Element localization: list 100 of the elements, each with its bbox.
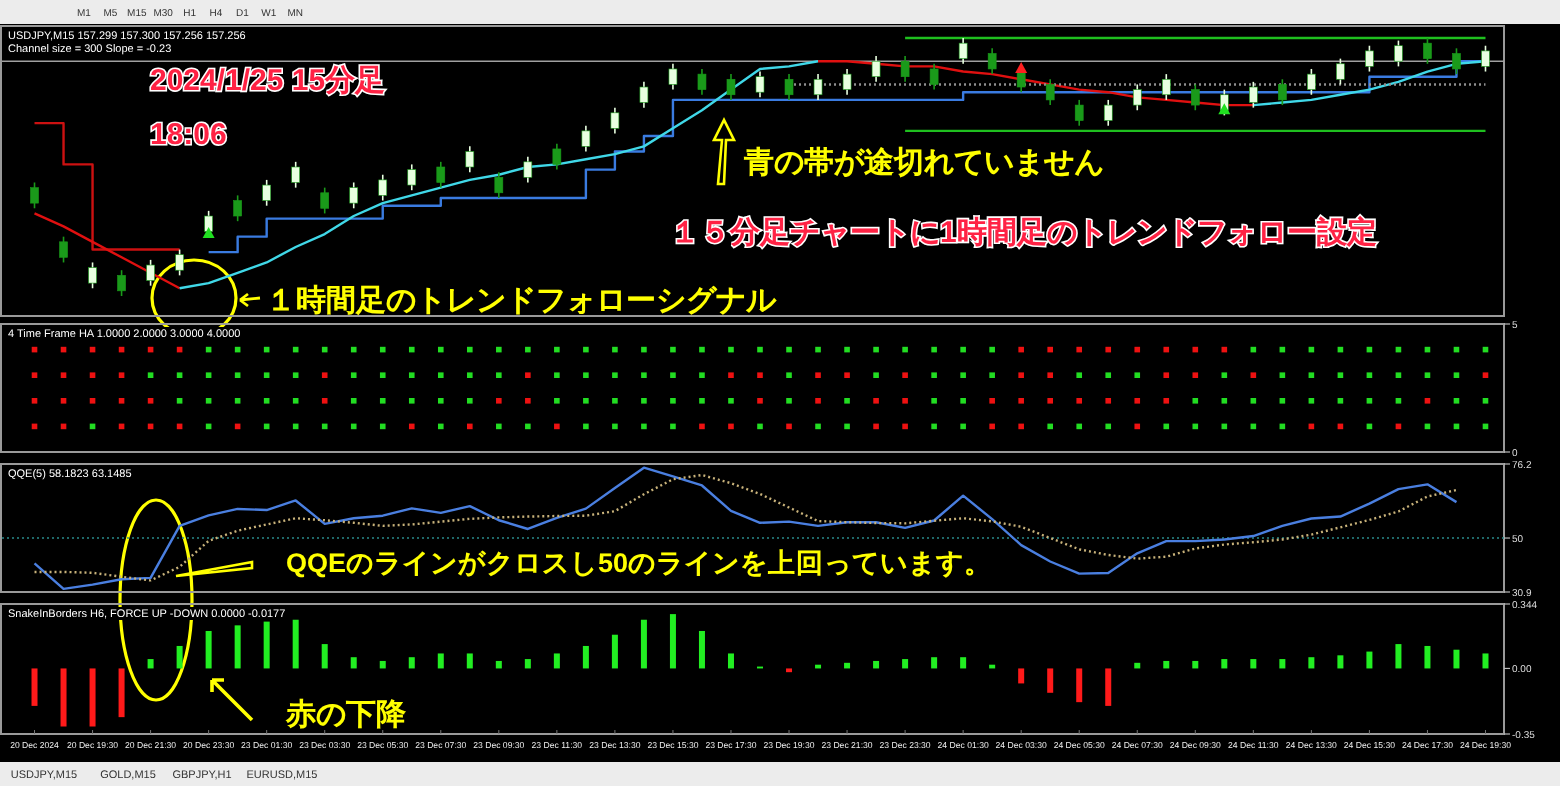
point: [321, 372, 328, 378]
point: [873, 372, 879, 378]
point: [379, 423, 386, 430]
point: [786, 398, 792, 404]
point: [1105, 346, 1112, 353]
candlestick: [523, 155, 533, 184]
point: [699, 423, 705, 430]
point: [989, 423, 995, 430]
candlestick: [1249, 81, 1258, 109]
point: [176, 372, 183, 378]
point: [31, 372, 38, 378]
candlestick: [1394, 39, 1403, 68]
point: [292, 398, 299, 404]
bar: [1076, 668, 1083, 703]
point: [1192, 372, 1199, 378]
annotation: 青の帯が途切れていません: [742, 146, 1104, 180]
point: [60, 398, 67, 404]
candlestick: [378, 173, 388, 202]
point: [1221, 398, 1228, 404]
candlestick: [233, 194, 242, 222]
candlestick: [1365, 44, 1374, 73]
point: [786, 423, 792, 430]
point: [612, 423, 618, 430]
candlestick: [1452, 47, 1461, 75]
point: [757, 398, 763, 404]
candlestick: [1481, 44, 1490, 73]
bar: [1424, 645, 1431, 669]
point: [234, 398, 241, 404]
annotation: １時間足のトレンドフォローシグナル: [266, 284, 778, 318]
bar: [1395, 644, 1402, 669]
bar: [205, 630, 212, 669]
bar: [727, 653, 734, 669]
point: [1018, 346, 1024, 353]
point: [1279, 372, 1286, 378]
point: [612, 372, 618, 378]
point: [1366, 398, 1373, 404]
bar: [1105, 668, 1112, 706]
point: [1076, 423, 1083, 430]
annotation: １５分足チャートに1時間足のトレンドフォロー設定: [670, 214, 1377, 250]
point: [437, 398, 444, 404]
point: [205, 372, 212, 378]
bar: [408, 657, 415, 669]
point: [1308, 398, 1315, 404]
bar: [234, 625, 241, 669]
point: [757, 372, 763, 378]
bar: [60, 668, 67, 727]
candlestick: [900, 55, 910, 83]
bar: [263, 621, 270, 669]
point: [1453, 372, 1460, 378]
candlestick: [1074, 99, 1084, 127]
candlestick: [146, 259, 155, 287]
candlestick: [320, 186, 330, 215]
candlestick: [1278, 78, 1287, 106]
point: [1047, 346, 1053, 353]
candlestick: [987, 47, 997, 75]
bar: [1250, 659, 1257, 669]
bar: [1221, 659, 1228, 669]
point: [1018, 423, 1024, 430]
point: [873, 346, 879, 353]
point: [60, 372, 67, 378]
point: [844, 346, 850, 353]
point: [1395, 398, 1402, 404]
candlestick: [668, 63, 678, 91]
point: [467, 398, 473, 404]
annotation: 赤の下降: [284, 698, 408, 732]
bar: [698, 630, 705, 669]
point: [960, 346, 966, 353]
point: [1163, 398, 1170, 404]
candlestick: [813, 73, 823, 101]
point: [1337, 398, 1344, 404]
point: [931, 346, 937, 353]
point: [1366, 372, 1373, 378]
point: [786, 372, 792, 378]
candlestick: [1336, 57, 1345, 86]
point: [1424, 398, 1431, 404]
bar: [89, 668, 96, 727]
point: [989, 372, 995, 378]
point: [1134, 372, 1141, 378]
point: [234, 372, 241, 378]
bar: [321, 644, 328, 669]
candlestick: [842, 68, 852, 96]
candlestick: [88, 261, 97, 290]
candlestick: [436, 161, 446, 189]
bar: [466, 653, 473, 669]
bar: [1482, 653, 1489, 669]
point: [263, 372, 270, 378]
point: [496, 346, 502, 353]
point: [31, 398, 38, 404]
bar: [902, 659, 909, 669]
point: [292, 372, 299, 378]
point: [1047, 423, 1053, 430]
point: [408, 346, 415, 353]
annotation: QQEのラインがクロスし50のラインを上回っています。: [286, 548, 993, 578]
bar: [1018, 668, 1025, 684]
point: [496, 423, 502, 430]
point: [670, 346, 676, 353]
bar: [669, 614, 676, 669]
bar: [1366, 651, 1373, 669]
point: [1047, 372, 1053, 378]
candlestick: [784, 73, 794, 101]
